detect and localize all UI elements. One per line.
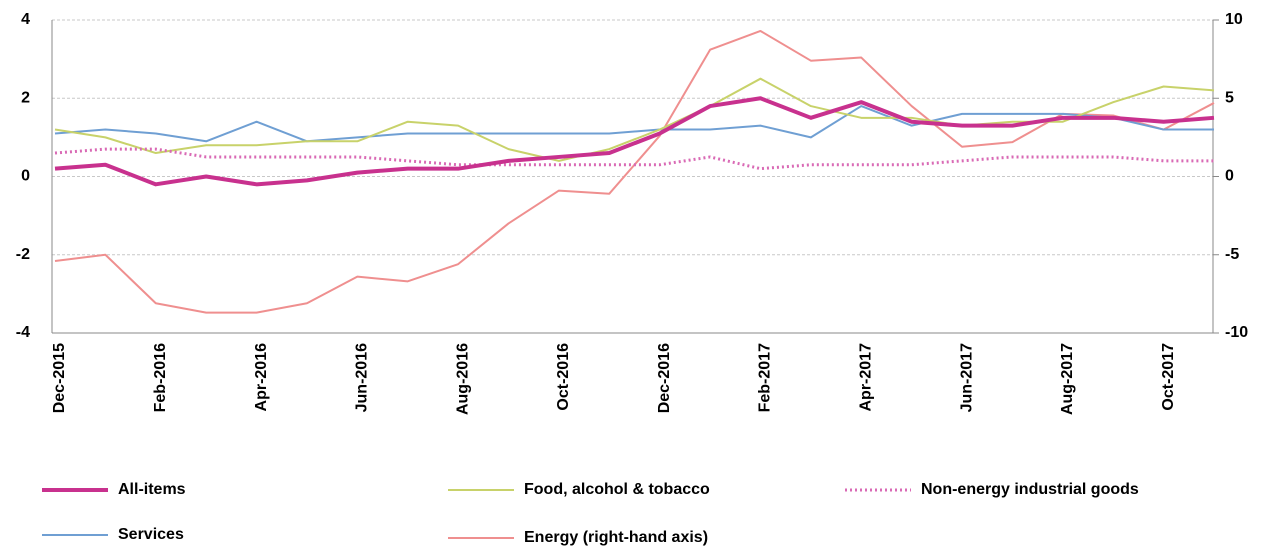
- series-line: [54, 29, 1215, 314]
- y-tick-label: -4: [16, 324, 30, 341]
- legend-label: Services: [118, 526, 184, 543]
- x-tick-label: Oct-2017: [1160, 343, 1177, 411]
- x-tick-label: Apr-2017: [857, 343, 874, 412]
- series-line: [54, 105, 1214, 143]
- series-line: [54, 147, 1214, 171]
- x-tick-label: Apr-2016: [253, 343, 270, 412]
- y-tick-label: 4: [21, 11, 30, 28]
- x-tick-label: Aug-2017: [1059, 343, 1076, 415]
- legend-label: Energy (right-hand axis): [524, 529, 708, 546]
- legend-label: All-items: [118, 481, 186, 498]
- y2-tick-label: -10: [1225, 324, 1248, 341]
- series-line: [54, 96, 1215, 187]
- x-tick-label: Dec-2015: [51, 343, 68, 413]
- y-tick-label: -2: [16, 246, 30, 263]
- legend-label: Food, alcohol & tobacco: [524, 481, 710, 498]
- x-tick-label: Dec-2016: [656, 343, 673, 413]
- y-tick-label: 0: [21, 168, 30, 185]
- series-line: [54, 77, 1215, 162]
- y-tick-label: 2: [21, 89, 30, 106]
- x-tick-label: Feb-2016: [152, 343, 169, 412]
- x-tick-label: Jun-2017: [958, 343, 975, 412]
- y2-tick-label: 5: [1225, 89, 1234, 106]
- y2-tick-label: 0: [1225, 168, 1234, 185]
- y2-tick-label: -5: [1225, 246, 1239, 263]
- y2-tick-label: 10: [1225, 11, 1243, 28]
- legend-label: Non-energy industrial goods: [921, 481, 1139, 498]
- x-tick-label: Oct-2016: [555, 343, 572, 411]
- x-tick-label: Jun-2016: [354, 343, 371, 412]
- x-tick-label: Aug-2016: [454, 343, 471, 415]
- x-tick-label: Feb-2017: [757, 343, 774, 412]
